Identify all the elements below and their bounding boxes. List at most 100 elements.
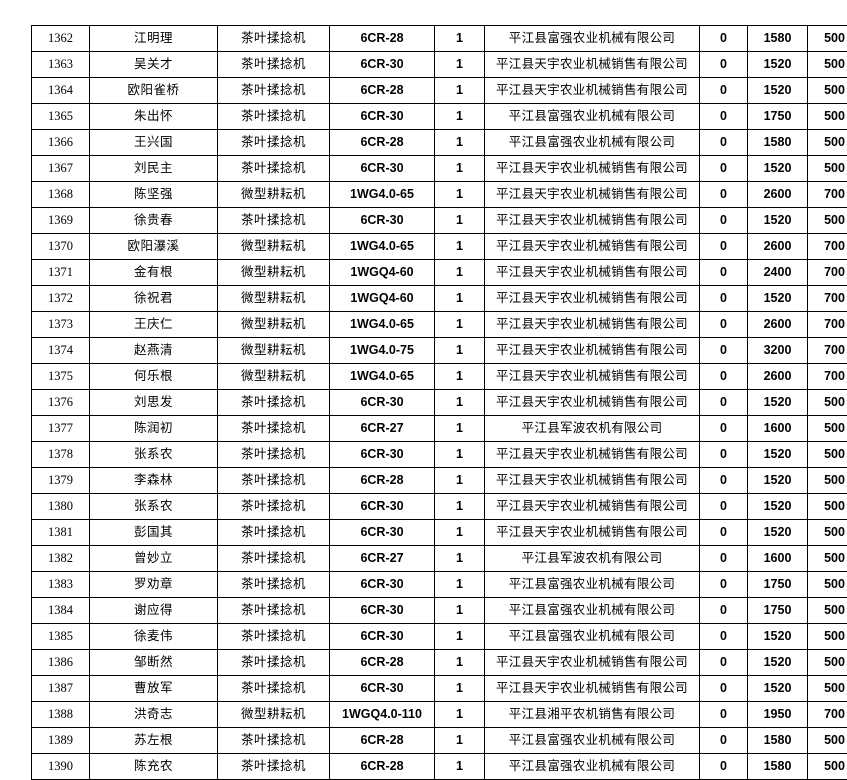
- cell-category: 茶叶揉捻机: [218, 572, 330, 598]
- cell-zero: 0: [700, 572, 748, 598]
- cell-company: 平江县天宇农业机械销售有限公司: [485, 260, 700, 286]
- cell-sub1: 500: [808, 624, 847, 650]
- cell-zero: 0: [700, 416, 748, 442]
- cell-company: 平江县富强农业机械有限公司: [485, 572, 700, 598]
- cell-price: 1520: [748, 624, 808, 650]
- cell-qty: 1: [435, 598, 485, 624]
- cell-zero: 0: [700, 390, 748, 416]
- cell-buyer: 欧阳瀑溪: [90, 234, 218, 260]
- cell-qty: 1: [435, 338, 485, 364]
- cell-buyer: 曾妙立: [90, 546, 218, 572]
- cell-price: 1520: [748, 520, 808, 546]
- cell-price: 1520: [748, 676, 808, 702]
- cell-seq: 1368: [32, 182, 90, 208]
- cell-category: 微型耕耘机: [218, 286, 330, 312]
- cell-zero: 0: [700, 442, 748, 468]
- cell-company: 平江县天宇农业机械销售有限公司: [485, 234, 700, 260]
- cell-price: 1520: [748, 286, 808, 312]
- cell-company: 平江县富强农业机械有限公司: [485, 26, 700, 52]
- cell-price: 1520: [748, 208, 808, 234]
- cell-company: 平江县天宇农业机械销售有限公司: [485, 78, 700, 104]
- cell-zero: 0: [700, 650, 748, 676]
- cell-qty: 1: [435, 52, 485, 78]
- cell-buyer: 王庆仁: [90, 312, 218, 338]
- cell-qty: 1: [435, 416, 485, 442]
- cell-model: 6CR-28: [330, 754, 435, 780]
- cell-company: 平江县天宇农业机械销售有限公司: [485, 312, 700, 338]
- cell-category: 茶叶揉捻机: [218, 52, 330, 78]
- cell-category: 茶叶揉捻机: [218, 416, 330, 442]
- cell-zero: 0: [700, 702, 748, 728]
- cell-sub1: 700: [808, 234, 847, 260]
- cell-qty: 1: [435, 312, 485, 338]
- cell-company: 平江县天宇农业机械销售有限公司: [485, 494, 700, 520]
- cell-model: 6CR-30: [330, 156, 435, 182]
- cell-company: 平江县富强农业机械有限公司: [485, 104, 700, 130]
- cell-zero: 0: [700, 312, 748, 338]
- cell-qty: 1: [435, 624, 485, 650]
- cell-company: 平江县富强农业机械有限公司: [485, 598, 700, 624]
- cell-category: 茶叶揉捻机: [218, 78, 330, 104]
- cell-qty: 1: [435, 104, 485, 130]
- cell-model: 6CR-30: [330, 624, 435, 650]
- cell-category: 微型耕耘机: [218, 338, 330, 364]
- cell-category: 茶叶揉捻机: [218, 598, 330, 624]
- cell-qty: 1: [435, 546, 485, 572]
- cell-model: 1WGQ4-60: [330, 286, 435, 312]
- cell-price: 1580: [748, 130, 808, 156]
- table-row: 1377陈润初茶叶揉捻机6CR-271平江县军波农机有限公司0160050050…: [32, 416, 847, 442]
- cell-model: 6CR-30: [330, 52, 435, 78]
- cell-category: 茶叶揉捻机: [218, 624, 330, 650]
- cell-model: 6CR-27: [330, 416, 435, 442]
- cell-seq: 1384: [32, 598, 90, 624]
- cell-seq: 1373: [32, 312, 90, 338]
- cell-zero: 0: [700, 520, 748, 546]
- cell-model: 6CR-30: [330, 598, 435, 624]
- cell-model: 1WG4.0-65: [330, 364, 435, 390]
- cell-price: 1950: [748, 702, 808, 728]
- cell-category: 茶叶揉捻机: [218, 442, 330, 468]
- cell-qty: 1: [435, 702, 485, 728]
- cell-sub1: 500: [808, 676, 847, 702]
- cell-sub1: 500: [808, 728, 847, 754]
- cell-zero: 0: [700, 104, 748, 130]
- cell-price: 1520: [748, 156, 808, 182]
- cell-sub1: 500: [808, 416, 847, 442]
- cell-company: 平江县天宇农业机械销售有限公司: [485, 468, 700, 494]
- cell-seq: 1364: [32, 78, 90, 104]
- cell-qty: 1: [435, 442, 485, 468]
- cell-model: 6CR-28: [330, 728, 435, 754]
- cell-zero: 0: [700, 338, 748, 364]
- cell-company: 平江县富强农业机械有限公司: [485, 728, 700, 754]
- cell-qty: 1: [435, 182, 485, 208]
- cell-buyer: 谢应得: [90, 598, 218, 624]
- cell-company: 平江县富强农业机械有限公司: [485, 624, 700, 650]
- cell-model: 6CR-30: [330, 208, 435, 234]
- cell-category: 茶叶揉捻机: [218, 390, 330, 416]
- cell-qty: 1: [435, 130, 485, 156]
- cell-price: 1600: [748, 546, 808, 572]
- cell-buyer: 邹断然: [90, 650, 218, 676]
- cell-model: 6CR-28: [330, 26, 435, 52]
- cell-company: 平江县富强农业机械有限公司: [485, 130, 700, 156]
- cell-qty: 1: [435, 728, 485, 754]
- cell-seq: 1378: [32, 442, 90, 468]
- cell-company: 平江县天宇农业机械销售有限公司: [485, 208, 700, 234]
- cell-sub1: 500: [808, 520, 847, 546]
- cell-seq: 1386: [32, 650, 90, 676]
- cell-seq: 1366: [32, 130, 90, 156]
- cell-qty: 1: [435, 494, 485, 520]
- cell-sub1: 700: [808, 286, 847, 312]
